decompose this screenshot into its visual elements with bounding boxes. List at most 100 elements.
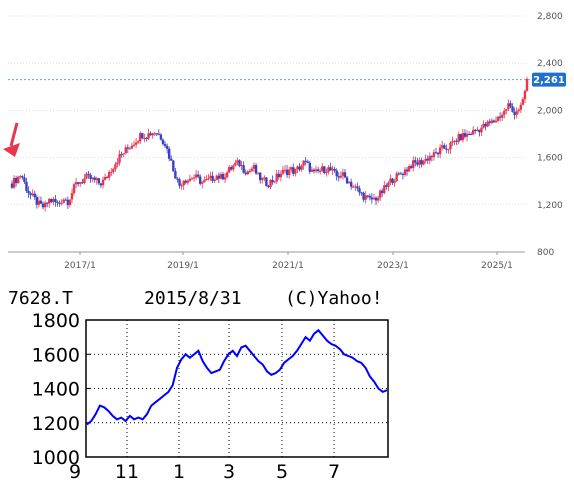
- candle: [391, 177, 394, 186]
- candle: [459, 133, 463, 141]
- candle: [267, 184, 270, 189]
- candle: [116, 157, 119, 168]
- candle: [25, 177, 28, 194]
- candle: [325, 168, 328, 177]
- candle: [478, 129, 481, 137]
- candle: [153, 132, 156, 136]
- candle: [492, 119, 496, 123]
- candle: [467, 131, 471, 136]
- bottom-x-tick-labels: 9 11 1 3 5 7: [69, 461, 340, 483]
- candle: [360, 191, 363, 196]
- candle: [31, 189, 34, 197]
- candle: [451, 136, 454, 147]
- candle: [143, 133, 146, 143]
- candle: [428, 152, 431, 165]
- source-label: (C)Yahoo!: [285, 288, 383, 309]
- candle: [304, 157, 307, 166]
- candle: [461, 129, 465, 143]
- candle: [190, 176, 194, 180]
- candle: [256, 172, 260, 176]
- candle: [37, 196, 41, 208]
- candle: [155, 133, 158, 137]
- candle: [314, 165, 318, 174]
- candle: [188, 174, 192, 182]
- candle: [287, 166, 291, 179]
- candle: [277, 169, 281, 180]
- candle: [230, 165, 233, 171]
- candle: [449, 141, 452, 154]
- candle: [405, 166, 409, 176]
- candle: [130, 142, 134, 150]
- candle: [174, 167, 177, 179]
- candle: [418, 157, 421, 169]
- candle: [476, 126, 479, 132]
- candle: [308, 160, 312, 175]
- candle: [56, 200, 59, 207]
- candle: [300, 164, 303, 172]
- candle: [366, 194, 369, 199]
- candle: [85, 171, 88, 180]
- candle: [141, 132, 144, 140]
- candle: [172, 160, 175, 173]
- top-x-tick-labels: 2017/1 2019/1 2021/1 2023/1 2025/1: [64, 252, 513, 271]
- candle: [397, 171, 400, 176]
- candle: [105, 175, 109, 179]
- candle: [12, 175, 16, 189]
- candle: [356, 182, 359, 192]
- candle: [370, 193, 374, 204]
- candle: [488, 118, 491, 126]
- candle: [474, 128, 477, 134]
- candle: [79, 181, 82, 187]
- candle: [453, 139, 456, 146]
- candle: [203, 176, 206, 183]
- candle: [455, 138, 458, 146]
- candle: [511, 103, 514, 113]
- candle: [161, 138, 165, 146]
- candle: [318, 168, 322, 175]
- bottom-y-tick-label: 1800: [32, 310, 80, 332]
- last-price-badge: [532, 72, 566, 87]
- candle: [349, 178, 353, 190]
- candle: [87, 170, 90, 179]
- candle: [83, 173, 86, 185]
- bottom-y-tick-label: 1200: [32, 413, 80, 435]
- top-y-tick-label: 1,200: [537, 201, 563, 211]
- candle: [10, 180, 14, 189]
- last-price-label: 2,261: [533, 75, 565, 86]
- top-last-price: 2,261: [532, 72, 566, 87]
- ticker-label: 7628.T: [8, 288, 73, 309]
- candle: [275, 169, 278, 184]
- candle: [114, 161, 117, 172]
- candle: [21, 175, 24, 180]
- candle: [389, 174, 392, 186]
- candle: [221, 171, 225, 180]
- candle: [128, 146, 132, 150]
- candle: [14, 175, 18, 187]
- candle: [33, 190, 36, 200]
- candle: [281, 165, 285, 175]
- top-x-tick-label: 2017/1: [64, 261, 96, 271]
- top-y-tick-label: 1,600: [537, 154, 563, 164]
- candle: [486, 119, 489, 128]
- candle: [409, 164, 413, 170]
- candle: [217, 172, 221, 184]
- candle: [39, 196, 43, 204]
- bottom-y-tick-label: 1400: [32, 379, 80, 401]
- candle: [279, 170, 283, 182]
- candle: [124, 144, 127, 155]
- candle: [252, 162, 256, 172]
- candle: [157, 129, 161, 136]
- candle: [62, 198, 65, 204]
- candle: [323, 166, 326, 175]
- candle: [283, 164, 287, 174]
- candle: [381, 188, 384, 197]
- bottom-grid: [86, 319, 388, 458]
- candle: [236, 157, 239, 166]
- candle: [407, 164, 411, 173]
- candle: [438, 144, 442, 159]
- candle: [292, 163, 295, 177]
- candle: [412, 156, 415, 172]
- candle: [52, 196, 55, 205]
- candle: [45, 202, 49, 208]
